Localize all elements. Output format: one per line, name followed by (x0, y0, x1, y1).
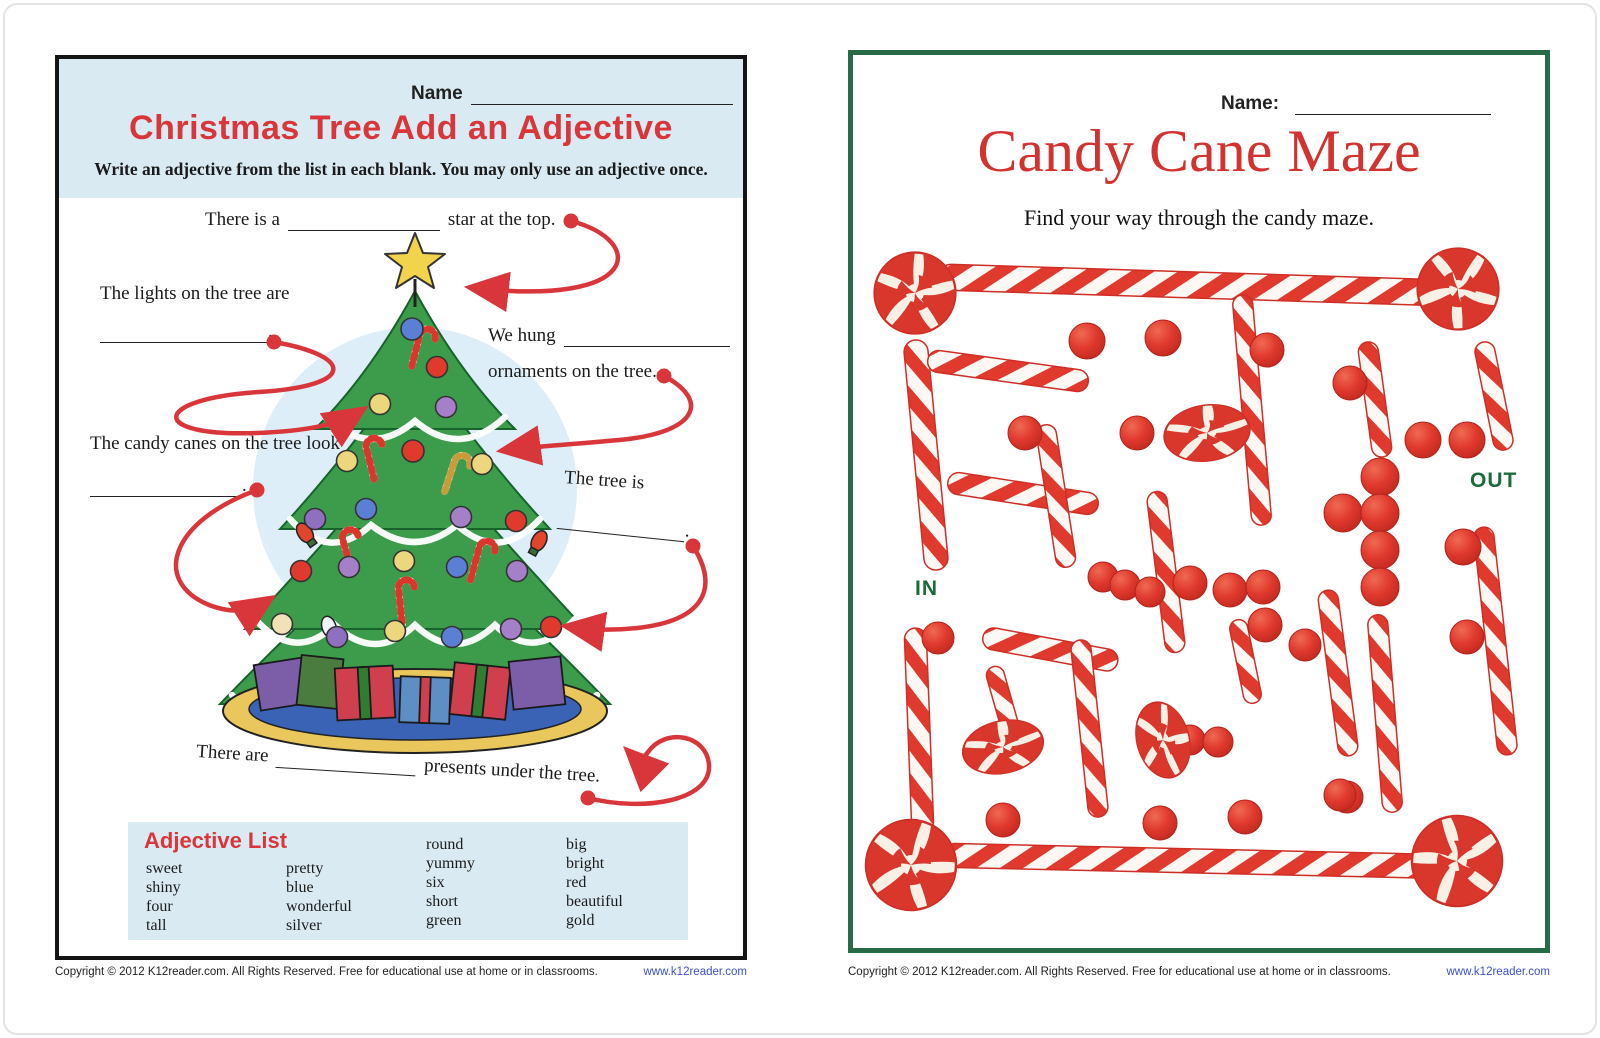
page-adjective-worksheet: Name Christmas Tree Add an Adjective Wri… (55, 55, 747, 960)
adjective-list-box: Adjective List sweet shiny four tall pre… (128, 822, 688, 940)
adjective-word: shiny (146, 879, 181, 896)
adjective-word: gold (566, 912, 595, 929)
ornaments (270, 317, 563, 649)
adjective-word: bright (566, 855, 605, 872)
name-label: Name: (1221, 93, 1280, 114)
sentence-ornaments: We hung (488, 325, 730, 347)
peppermint-candy-icon (860, 243, 966, 349)
sentence-candy-canes: The candy canes on the tree look (90, 433, 341, 454)
instruction-text: Write an adjective from the list in each… (94, 159, 708, 179)
sentence-star: There is a star at the top. (205, 209, 556, 231)
page-title: Candy Cane Maze (977, 118, 1421, 184)
header-band (59, 59, 743, 198)
adjective-list-title: Adjective List (144, 828, 288, 853)
page-candy-cane-maze: Name: Candy Cane Maze Find your way thro… (848, 50, 1550, 953)
worksheet-pair-canvas: Name Christmas Tree Add an Adjective Wri… (3, 3, 1597, 1035)
copyright-text: Copyright © 2012 K12reader.com. All Righ… (848, 966, 1391, 978)
adjective-word: pretty (286, 860, 324, 877)
subtitle: Find your way through the candy maze. (1023, 205, 1375, 230)
answer-blank-star (287, 210, 440, 231)
adjective-word: four (146, 898, 173, 915)
answer-blank-ornaments (563, 326, 730, 347)
website-link[interactable]: www.k12reader.com (1446, 966, 1550, 978)
adjective-word: green (426, 912, 462, 929)
candy-cane-walls (903, 263, 1518, 880)
adjective-word: silver (286, 917, 322, 934)
adjective-column-4: big bright red beautiful gold (566, 835, 623, 930)
name-line: Name (411, 83, 733, 105)
copyright-text: Copyright © 2012 K12reader.com. All Righ… (55, 966, 598, 978)
adjective-word: blue (286, 879, 314, 896)
footer-right: Copyright © 2012 K12reader.com. All Righ… (848, 966, 1550, 982)
adjective-word: wonderful (286, 898, 352, 915)
answer-blank-candy-canes (90, 476, 242, 497)
name-label: Name (411, 83, 463, 104)
adjective-column-1: sweet shiny four tall (146, 859, 182, 935)
footer-left: Copyright © 2012 K12reader.com. All Righ… (55, 966, 747, 982)
adjective-word: tall (146, 917, 167, 934)
adjective-column-3: round yummy six short green (426, 835, 475, 930)
adjective-word: yummy (426, 855, 475, 872)
star-icon (384, 232, 446, 289)
adjective-word: big (566, 836, 587, 853)
maze-out-label: OUT (1470, 469, 1518, 492)
name-line: Name: (1221, 93, 1492, 115)
name-blank (470, 84, 733, 105)
christmas-tree-illustration (217, 232, 613, 754)
sentence-candy-canes-blank: . (90, 475, 247, 497)
adjective-word: beautiful (566, 893, 623, 910)
adjective-word: red (566, 874, 587, 891)
presents (252, 653, 567, 725)
name-blank (1295, 94, 1492, 115)
page-title: Christmas Tree Add an Adjective (129, 109, 673, 147)
website-link[interactable]: www.k12reader.com (643, 966, 747, 978)
adjective-word: short (426, 893, 458, 910)
adjective-word: sweet (146, 860, 183, 877)
maze-in-label: IN (915, 577, 938, 600)
adjective-word: round (426, 836, 464, 853)
sentence-lights-blank: . (100, 321, 273, 343)
adjective-word: six (426, 874, 445, 891)
sentence-ornaments-2: ornaments on the tree. (488, 361, 657, 382)
answer-blank-lights (100, 322, 268, 343)
adjective-column-2: pretty blue wonderful silver (286, 859, 352, 935)
sentence-lights: The lights on the tree are (100, 283, 290, 304)
candy-maze-illustration (853, 219, 1531, 940)
